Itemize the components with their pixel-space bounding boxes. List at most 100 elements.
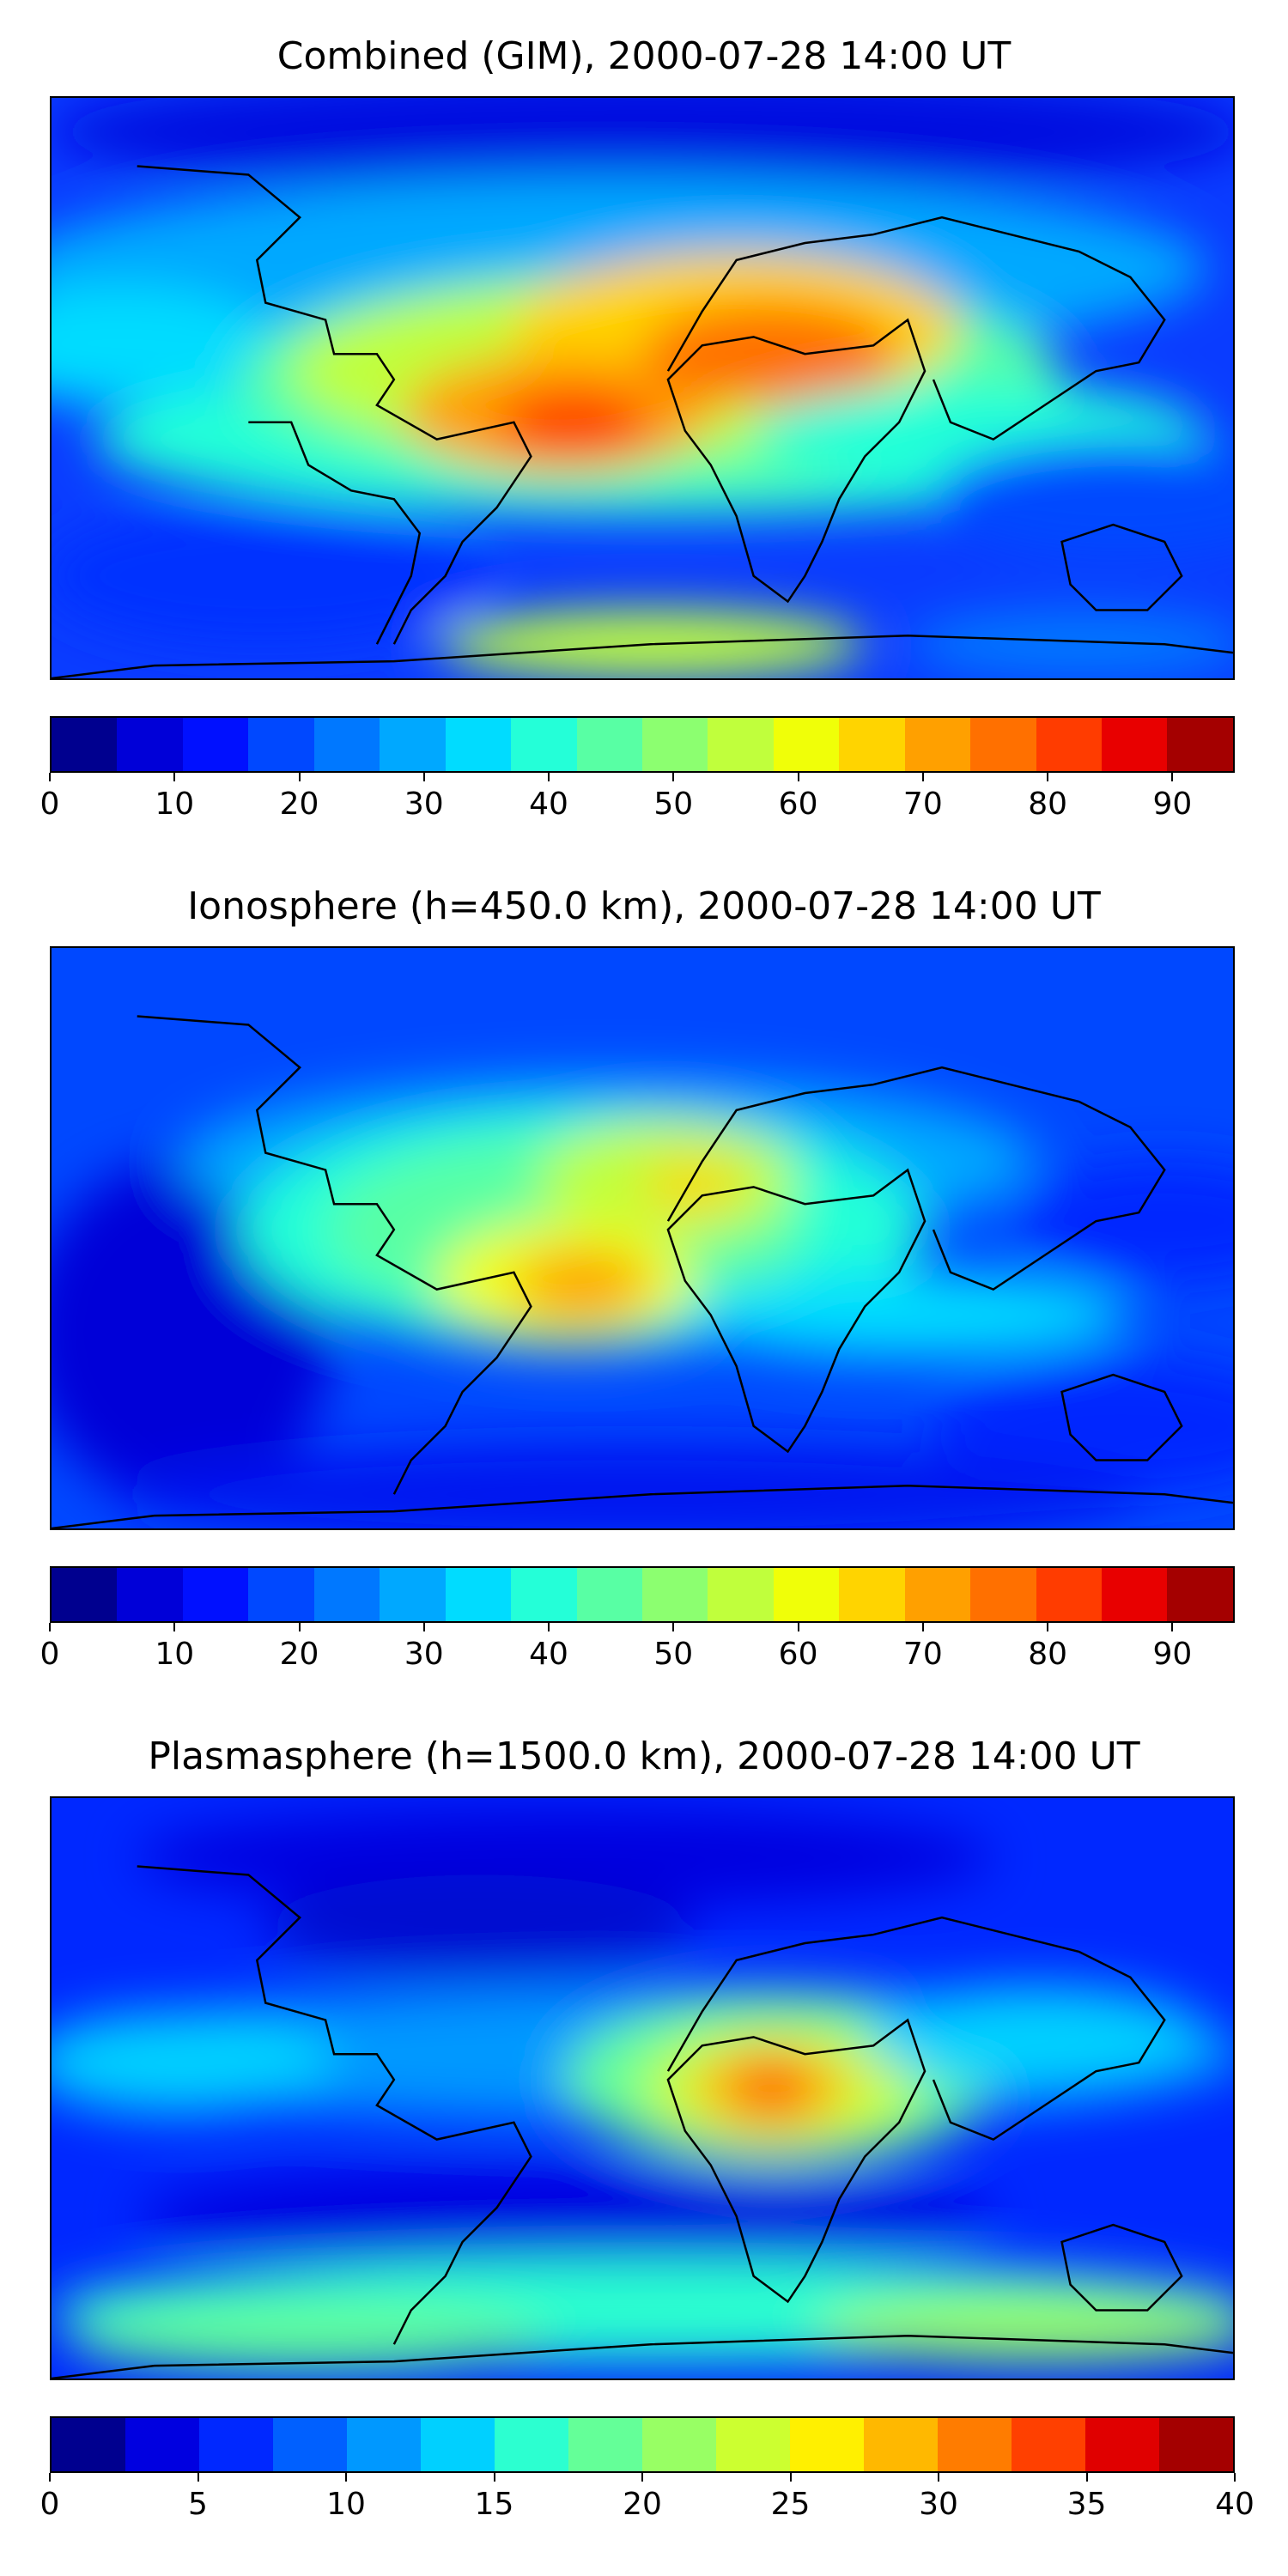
colorbar-tick xyxy=(797,1623,799,1631)
colorbar-tick-label: 80 xyxy=(1028,787,1067,822)
panel-2-map xyxy=(50,946,1235,1530)
colorbar-segment xyxy=(511,1568,577,1621)
colorbar-tick-label: 15 xyxy=(474,2487,514,2522)
colorbar-tick-label: 30 xyxy=(404,787,444,822)
panel-3-heatmap xyxy=(52,1798,1233,2379)
colorbar-segment xyxy=(1167,1568,1233,1621)
colorbar-segment xyxy=(182,718,249,771)
colorbar-segment xyxy=(568,2418,642,2471)
colorbar-tick-label: 60 xyxy=(778,787,818,822)
colorbar-tick-label: 20 xyxy=(279,1637,319,1672)
colorbar-tick xyxy=(921,1623,924,1631)
colorbar-tick-label: 60 xyxy=(778,1637,818,1672)
panel-1-map xyxy=(50,96,1235,680)
colorbar-tick xyxy=(938,2473,939,2482)
panel-2-colorbar-ticks: 0 10 20 30 40 50 60 70 80 90 xyxy=(40,1623,1235,1672)
colorbar-tick-label: 0 xyxy=(39,2487,60,2522)
colorbar-tick-label: 20 xyxy=(279,787,319,822)
colorbar-tick xyxy=(641,2473,643,2482)
colorbar-tick-label: 30 xyxy=(919,2487,958,2522)
colorbar-tick xyxy=(921,773,924,781)
colorbar-segment xyxy=(52,1568,118,1621)
panel-2-title: Ionosphere (h=450.0 km), 2000-07-28 14:0… xyxy=(187,884,1101,928)
colorbar-segment xyxy=(1012,2418,1085,2471)
colorbar-segment xyxy=(938,2418,1012,2471)
colorbar-tick xyxy=(672,773,675,781)
colorbar-segment xyxy=(773,718,840,771)
colorbar-segment xyxy=(495,2418,568,2471)
panel-1-title: Combined (GIM), 2000-07-28 14:00 UT xyxy=(276,34,1012,78)
colorbar-segment xyxy=(790,2418,864,2471)
colorbar-tick-label: 35 xyxy=(1066,2487,1107,2522)
colorbar-segment xyxy=(1036,718,1102,771)
colorbar-tick-label: 10 xyxy=(326,2487,366,2522)
colorbar-tick xyxy=(797,773,799,781)
colorbar-tick-label: 80 xyxy=(1028,1637,1067,1672)
colorbar-tick-label: 10 xyxy=(155,1637,195,1672)
colorbar-segment xyxy=(511,718,577,771)
colorbar-tick-label: 40 xyxy=(529,1637,568,1672)
colorbar-tick xyxy=(1171,1623,1174,1631)
colorbar-segment xyxy=(248,718,314,771)
colorbar-tick-label: 0 xyxy=(39,1637,60,1672)
colorbar-segment xyxy=(641,718,708,771)
colorbar-segment xyxy=(1159,2418,1233,2471)
colorbar-tick xyxy=(1171,773,1174,781)
colorbar-tick-label: 30 xyxy=(404,1637,444,1672)
colorbar-segment xyxy=(199,2418,273,2471)
colorbar-segment xyxy=(576,1568,642,1621)
colorbar-segment xyxy=(1085,2418,1159,2471)
colorbar-tick xyxy=(298,773,301,781)
colorbar-tick xyxy=(345,2473,347,2482)
panel-2-heatmap xyxy=(52,948,1233,1528)
colorbar-tick xyxy=(49,773,51,781)
colorbar-segment xyxy=(117,718,183,771)
colorbar-segment xyxy=(904,1568,971,1621)
colorbar-segment xyxy=(970,718,1036,771)
colorbar-tick xyxy=(1234,2473,1236,2482)
colorbar-segment xyxy=(904,718,971,771)
panel-3-title: Plasmasphere (h=1500.0 km), 2000-07-28 1… xyxy=(148,1735,1140,1778)
panel-2-colorbar xyxy=(50,1566,1235,1623)
panel-1-colorbar xyxy=(50,716,1235,773)
colorbar-tick xyxy=(1047,1623,1049,1631)
colorbar-segment xyxy=(347,2418,421,2471)
colorbar-tick xyxy=(173,1623,176,1631)
colorbar-segment xyxy=(421,2418,495,2471)
colorbar-tick-label: 50 xyxy=(653,1637,694,1672)
colorbar-tick-label: 70 xyxy=(902,787,943,822)
panel-3-colorbar xyxy=(50,2416,1235,2473)
colorbar-tick xyxy=(422,773,425,781)
colorbar-tick xyxy=(197,2473,199,2482)
colorbar-segment xyxy=(380,1568,446,1621)
colorbar-segment xyxy=(313,718,380,771)
colorbar-tick-label: 20 xyxy=(623,2487,662,2522)
colorbar-segment xyxy=(313,1568,380,1621)
colorbar-segment xyxy=(182,1568,249,1621)
colorbar-tick-label: 25 xyxy=(770,2487,811,2522)
colorbar-tick xyxy=(548,1623,550,1631)
colorbar-tick xyxy=(789,2473,792,2482)
colorbar-tick xyxy=(672,1623,675,1631)
panel-1-heatmap xyxy=(52,98,1233,678)
colorbar-tick-label: 90 xyxy=(1152,787,1193,822)
colorbar-segment xyxy=(1167,718,1233,771)
colorbar-tick xyxy=(1047,773,1049,781)
colorbar-tick xyxy=(548,773,550,781)
colorbar-tick xyxy=(1085,2473,1088,2482)
colorbar-segment xyxy=(708,718,774,771)
colorbar-segment xyxy=(445,1568,512,1621)
colorbar-segment xyxy=(708,1568,774,1621)
colorbar-segment xyxy=(773,1568,840,1621)
colorbar-segment xyxy=(839,1568,905,1621)
colorbar-segment xyxy=(248,1568,314,1621)
colorbar-tick xyxy=(298,1623,301,1631)
colorbar-segment xyxy=(445,718,512,771)
colorbar-segment xyxy=(864,2418,938,2471)
colorbar-segment xyxy=(1102,718,1168,771)
colorbar-segment xyxy=(52,718,118,771)
colorbar-tick xyxy=(49,2473,51,2482)
colorbar-tick-label: 70 xyxy=(902,1637,943,1672)
colorbar-tick-label: 90 xyxy=(1152,1637,1193,1672)
colorbar-segment xyxy=(839,718,905,771)
